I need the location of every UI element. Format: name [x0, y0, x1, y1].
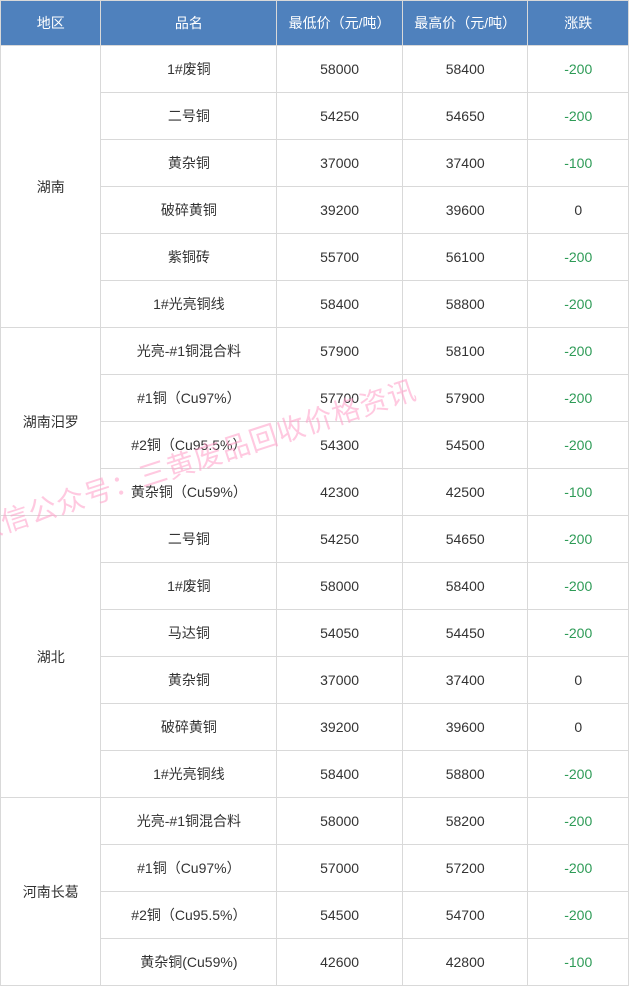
product-name-cell: 1#废铜 — [101, 46, 277, 93]
region-cell: 湖北 — [1, 516, 101, 798]
low-price-cell: 58400 — [277, 751, 403, 798]
change-cell: -200 — [528, 328, 629, 375]
product-name-cell: #2铜（Cu95.5%） — [101, 422, 277, 469]
low-price-cell: 39200 — [277, 704, 403, 751]
high-price-cell: 54500 — [402, 422, 528, 469]
change-cell: -200 — [528, 798, 629, 845]
high-price-cell: 37400 — [402, 140, 528, 187]
low-price-cell: 54050 — [277, 610, 403, 657]
change-cell: -100 — [528, 140, 629, 187]
col-header-4: 涨跌 — [528, 1, 629, 46]
product-name-cell: #2铜（Cu95.5%） — [101, 892, 277, 939]
product-name-cell: 1#光亮铜线 — [101, 751, 277, 798]
low-price-cell: 58000 — [277, 563, 403, 610]
change-cell: -200 — [528, 751, 629, 798]
product-name-cell: 马达铜 — [101, 610, 277, 657]
low-price-cell: 57900 — [277, 328, 403, 375]
change-cell: -200 — [528, 610, 629, 657]
high-price-cell: 56100 — [402, 234, 528, 281]
product-name-cell: 破碎黄铜 — [101, 187, 277, 234]
high-price-cell: 54450 — [402, 610, 528, 657]
product-name-cell: 二号铜 — [101, 93, 277, 140]
product-name-cell: #1铜（Cu97%） — [101, 375, 277, 422]
low-price-cell: 54250 — [277, 93, 403, 140]
col-header-1: 品名 — [101, 1, 277, 46]
price-table-container: 地区品名最低价（元/吨）最高价（元/吨）涨跌 湖南1#废铜5800058400-… — [0, 0, 629, 986]
high-price-cell: 58800 — [402, 281, 528, 328]
change-cell: -200 — [528, 375, 629, 422]
region-cell: 湖南汨罗 — [1, 328, 101, 516]
change-cell: -200 — [528, 46, 629, 93]
region-cell: 河南长葛 — [1, 798, 101, 986]
product-name-cell: 二号铜 — [101, 516, 277, 563]
change-cell: -100 — [528, 939, 629, 986]
low-price-cell: 58400 — [277, 281, 403, 328]
change-cell: 0 — [528, 187, 629, 234]
high-price-cell: 58400 — [402, 46, 528, 93]
low-price-cell: 57000 — [277, 845, 403, 892]
change-cell: -200 — [528, 281, 629, 328]
col-header-3: 最高价（元/吨） — [402, 1, 528, 46]
high-price-cell: 39600 — [402, 704, 528, 751]
col-header-0: 地区 — [1, 1, 101, 46]
table-row: 湖南1#废铜5800058400-200 — [1, 46, 629, 93]
change-cell: -200 — [528, 93, 629, 140]
product-name-cell: 黄杂铜 — [101, 657, 277, 704]
low-price-cell: 54500 — [277, 892, 403, 939]
high-price-cell: 37400 — [402, 657, 528, 704]
change-cell: 0 — [528, 704, 629, 751]
low-price-cell: 37000 — [277, 140, 403, 187]
low-price-cell: 54250 — [277, 516, 403, 563]
col-header-2: 最低价（元/吨） — [277, 1, 403, 46]
high-price-cell: 58800 — [402, 751, 528, 798]
low-price-cell: 39200 — [277, 187, 403, 234]
change-cell: -200 — [528, 563, 629, 610]
low-price-cell: 54300 — [277, 422, 403, 469]
product-name-cell: 紫铜砖 — [101, 234, 277, 281]
change-cell: -100 — [528, 469, 629, 516]
change-cell: -200 — [528, 516, 629, 563]
table-row: 湖南汨罗光亮-#1铜混合料5790058100-200 — [1, 328, 629, 375]
low-price-cell: 58000 — [277, 798, 403, 845]
high-price-cell: 39600 — [402, 187, 528, 234]
low-price-cell: 42300 — [277, 469, 403, 516]
product-name-cell: 破碎黄铜 — [101, 704, 277, 751]
high-price-cell: 57900 — [402, 375, 528, 422]
high-price-cell: 58400 — [402, 563, 528, 610]
product-name-cell: 1#光亮铜线 — [101, 281, 277, 328]
high-price-cell: 42800 — [402, 939, 528, 986]
product-name-cell: 光亮-#1铜混合料 — [101, 328, 277, 375]
product-name-cell: 黄杂铜(Cu59%) — [101, 939, 277, 986]
high-price-cell: 58100 — [402, 328, 528, 375]
product-name-cell: 黄杂铜（Cu59%） — [101, 469, 277, 516]
low-price-cell: 58000 — [277, 46, 403, 93]
high-price-cell: 57200 — [402, 845, 528, 892]
table-body: 湖南1#废铜5800058400-200二号铜5425054650-200黄杂铜… — [1, 46, 629, 986]
change-cell: 0 — [528, 657, 629, 704]
table-header-row: 地区品名最低价（元/吨）最高价（元/吨）涨跌 — [1, 1, 629, 46]
product-name-cell: 光亮-#1铜混合料 — [101, 798, 277, 845]
low-price-cell: 42600 — [277, 939, 403, 986]
high-price-cell: 54650 — [402, 93, 528, 140]
low-price-cell: 55700 — [277, 234, 403, 281]
high-price-cell: 58200 — [402, 798, 528, 845]
product-name-cell: #1铜（Cu97%） — [101, 845, 277, 892]
product-name-cell: 1#废铜 — [101, 563, 277, 610]
low-price-cell: 57700 — [277, 375, 403, 422]
low-price-cell: 37000 — [277, 657, 403, 704]
high-price-cell: 42500 — [402, 469, 528, 516]
table-row: 河南长葛光亮-#1铜混合料5800058200-200 — [1, 798, 629, 845]
product-name-cell: 黄杂铜 — [101, 140, 277, 187]
high-price-cell: 54650 — [402, 516, 528, 563]
change-cell: -200 — [528, 422, 629, 469]
table-row: 湖北二号铜5425054650-200 — [1, 516, 629, 563]
region-cell: 湖南 — [1, 46, 101, 328]
change-cell: -200 — [528, 892, 629, 939]
change-cell: -200 — [528, 845, 629, 892]
price-table: 地区品名最低价（元/吨）最高价（元/吨）涨跌 湖南1#废铜5800058400-… — [0, 0, 629, 986]
high-price-cell: 54700 — [402, 892, 528, 939]
change-cell: -200 — [528, 234, 629, 281]
